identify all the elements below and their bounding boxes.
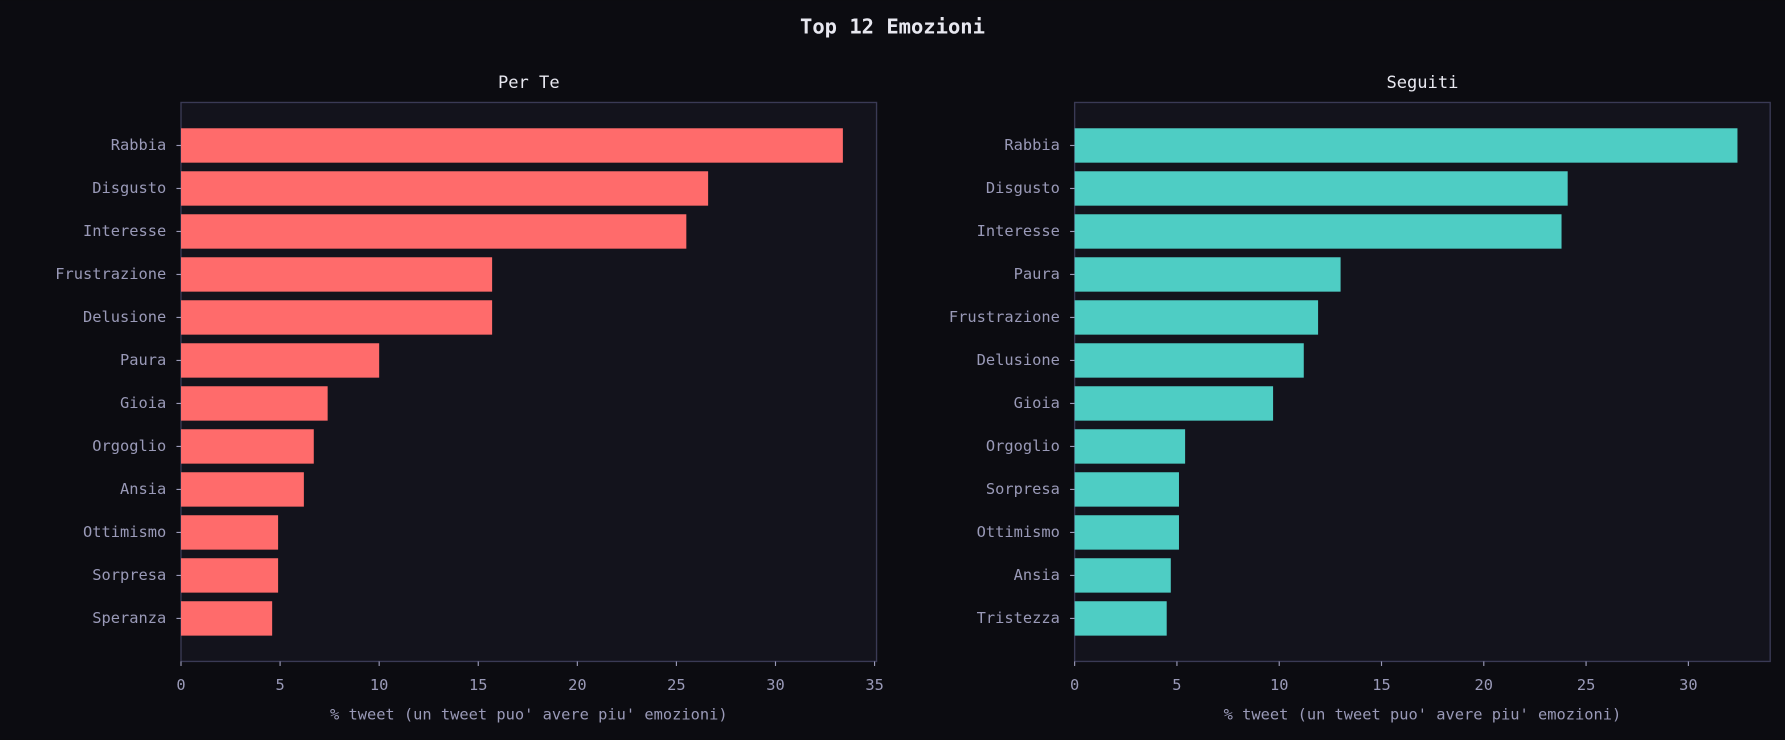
y-tick-label: Frustrazione — [949, 308, 1060, 326]
bar — [1074, 601, 1167, 636]
panel-title: Seguiti — [1386, 73, 1458, 93]
x-tick-label: 5 — [275, 676, 284, 694]
y-tick-label: Disgusto — [92, 179, 166, 197]
bar — [181, 343, 380, 378]
y-tick-label: Rabbia — [111, 136, 166, 154]
y-tick-label: Rabbia — [1004, 136, 1059, 154]
bar — [1074, 128, 1738, 163]
x-tick-label: 10 — [370, 676, 389, 694]
y-tick-label: Frustrazione — [55, 265, 166, 283]
x-axis-label: % tweet (un tweet puo' avere piu' emozio… — [330, 705, 728, 723]
figure-title: Top 12 Emozioni — [800, 14, 985, 38]
y-tick-label: Interesse — [83, 222, 166, 240]
x-tick-label: 30 — [766, 676, 785, 694]
bar — [1074, 343, 1304, 378]
x-tick-label: 5 — [1172, 676, 1181, 694]
x-tick-label: 0 — [176, 676, 185, 694]
y-tick-label: Sorpresa — [92, 566, 166, 584]
y-tick-label: Delusione — [83, 308, 166, 326]
bar — [1074, 300, 1319, 335]
y-tick-label: Sorpresa — [986, 480, 1060, 498]
y-tick-label: Gioia — [120, 394, 166, 412]
x-tick-label: 25 — [1577, 676, 1596, 694]
y-tick-label: Orgoglio — [986, 437, 1060, 455]
y-tick-label: Ansia — [1014, 566, 1060, 584]
bar — [181, 386, 328, 421]
y-tick-label: Disgusto — [986, 179, 1060, 197]
bar — [1074, 429, 1186, 464]
y-tick-label: Ottimismo — [83, 523, 166, 541]
x-tick-label: 15 — [469, 676, 488, 694]
x-tick-label: 20 — [568, 676, 587, 694]
bar — [1074, 515, 1179, 550]
y-tick-label: Interesse — [977, 222, 1060, 240]
bar — [181, 214, 687, 249]
x-tick-label: 15 — [1372, 676, 1391, 694]
x-tick-label: 35 — [865, 676, 884, 694]
y-tick-label: Tristezza — [977, 609, 1060, 627]
y-tick-label: Paura — [1014, 265, 1060, 283]
y-tick-label: Paura — [120, 351, 166, 369]
panel-title: Per Te — [498, 73, 560, 93]
bar — [1074, 214, 1562, 249]
y-tick-label: Ansia — [120, 480, 166, 498]
bar — [1074, 171, 1568, 206]
bar — [181, 257, 493, 292]
bar — [1074, 257, 1341, 292]
bar — [181, 601, 273, 636]
bar — [181, 171, 709, 206]
y-tick-label: Speranza — [92, 609, 166, 627]
bar — [181, 429, 314, 464]
x-tick-label: 30 — [1679, 676, 1698, 694]
bar — [1074, 472, 1179, 507]
bar — [181, 558, 279, 593]
x-axis-label: % tweet (un tweet puo' avere piu' emozio… — [1224, 705, 1622, 723]
y-tick-label: Ottimismo — [977, 523, 1060, 541]
bar — [181, 300, 493, 335]
bar — [181, 128, 843, 163]
y-tick-label: Orgoglio — [92, 437, 166, 455]
bar — [1074, 386, 1274, 421]
bar — [1074, 558, 1171, 593]
x-tick-label: 0 — [1070, 676, 1079, 694]
x-tick-label: 10 — [1270, 676, 1289, 694]
x-tick-label: 25 — [667, 676, 686, 694]
y-tick-label: Delusione — [977, 351, 1060, 369]
bar — [181, 515, 279, 550]
x-tick-label: 20 — [1475, 676, 1493, 694]
y-tick-label: Gioia — [1014, 394, 1060, 412]
bar — [181, 472, 304, 507]
